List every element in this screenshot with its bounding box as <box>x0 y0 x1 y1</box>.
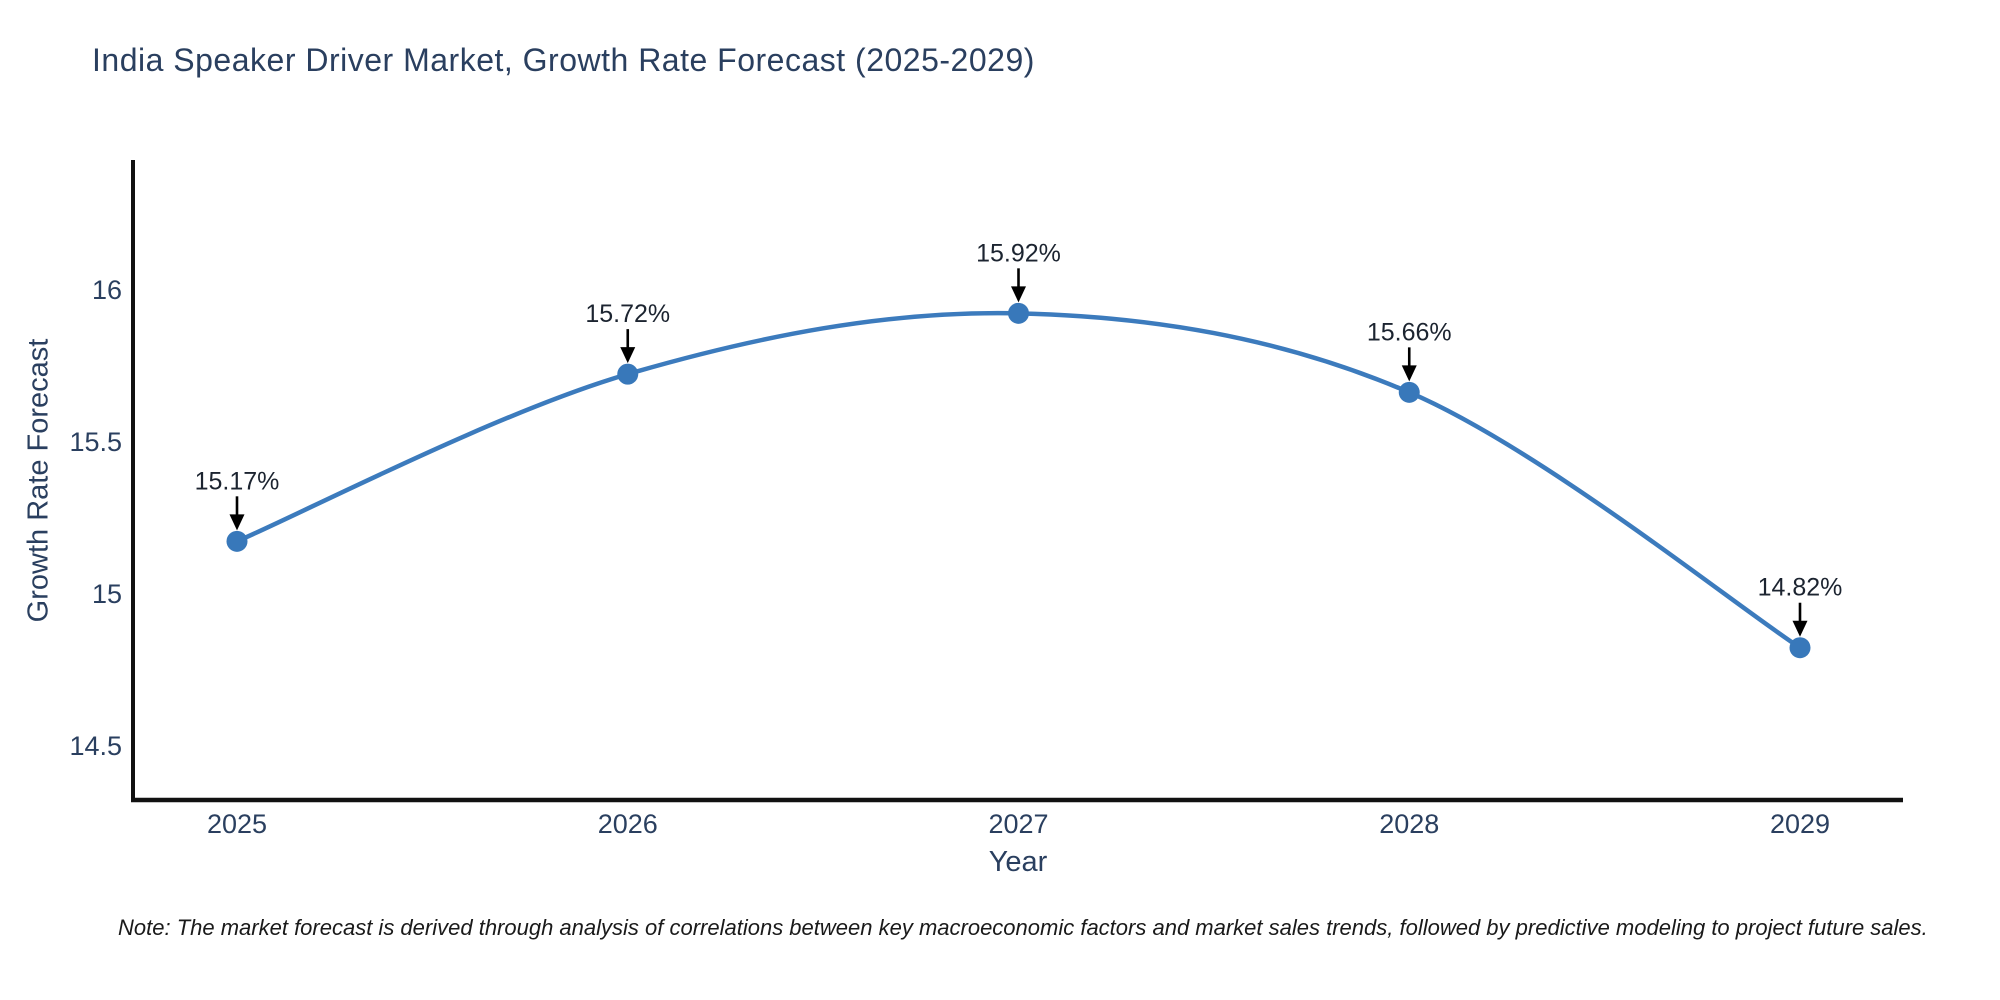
annotation-arrowhead <box>1792 620 1808 637</box>
x-tick-label: 2029 <box>1770 809 1830 839</box>
y-tick-label: 16 <box>92 275 122 305</box>
data-point <box>617 363 639 385</box>
trend-line <box>234 310 1803 650</box>
data-point-label: 15.66% <box>1367 318 1452 346</box>
data-point <box>1398 381 1420 403</box>
y-tick-label: 14.5 <box>69 731 122 761</box>
annotation-arrowhead <box>1011 286 1026 303</box>
data-point <box>1008 302 1029 324</box>
data-point-label: 15.92% <box>976 239 1061 267</box>
x-tick-label: 2025 <box>207 809 267 839</box>
data-point <box>1789 637 1811 659</box>
y-tick-label: 15 <box>92 579 122 609</box>
x-tick-label: 2028 <box>1379 809 1439 839</box>
data-point <box>226 530 248 552</box>
data-point-label: 14.82% <box>1758 574 1843 602</box>
x-tick-label: 2026 <box>598 809 658 839</box>
data-point-label: 15.72% <box>585 300 670 328</box>
annotation-arrowhead <box>1401 365 1417 382</box>
x-tick-label: 2027 <box>988 809 1048 839</box>
annotation-arrowhead <box>229 514 245 531</box>
footnote: Note: The market forecast is derived thr… <box>118 915 1928 940</box>
y-tick-label: 15.5 <box>69 427 122 457</box>
annotation-arrowhead <box>620 347 636 364</box>
chart-title: India Speaker Driver Market, Growth Rate… <box>92 42 1035 78</box>
x-axis-title: Year <box>988 846 1048 878</box>
data-point-label: 15.17% <box>195 467 280 495</box>
